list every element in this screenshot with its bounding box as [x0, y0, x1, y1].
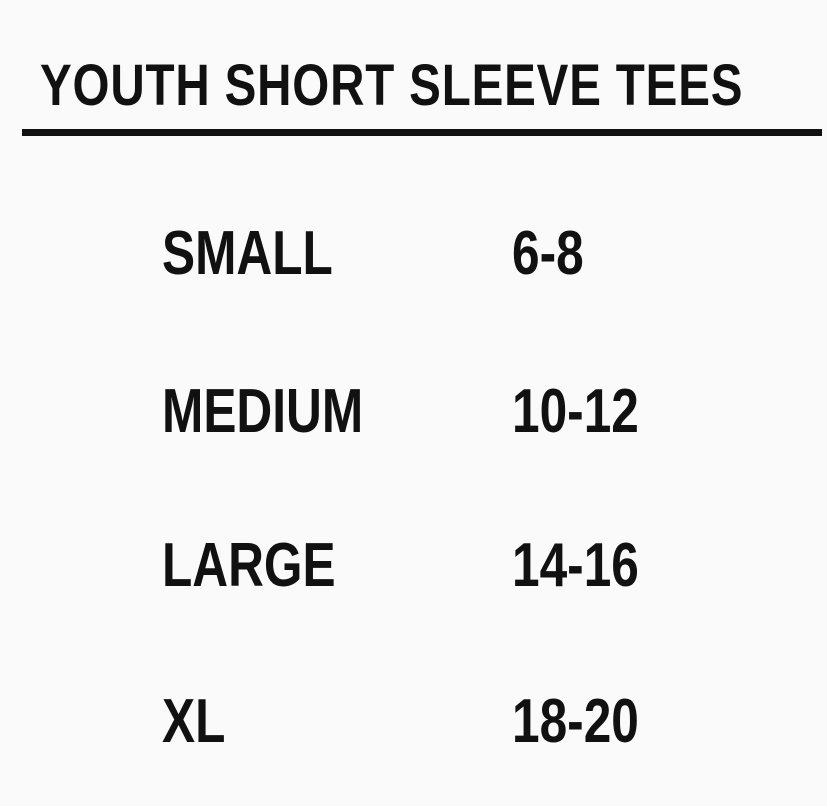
size-range: 18-20: [512, 687, 639, 756]
size-row: XL 18-20: [0, 686, 827, 756]
size-range: 6-8: [512, 219, 584, 288]
size-label: LARGE: [162, 531, 336, 600]
size-row: SMALL 6-8: [0, 218, 827, 288]
size-label: SMALL: [162, 219, 333, 288]
size-range: 10-12: [512, 377, 639, 446]
size-row: MEDIUM 10-12: [0, 376, 827, 446]
size-label: XL: [162, 687, 226, 756]
page-title: YOUTH SHORT SLEEVE TEES: [40, 53, 744, 118]
title-divider: [22, 129, 822, 136]
size-label: MEDIUM: [162, 377, 364, 446]
size-row: LARGE 14-16: [0, 530, 827, 600]
size-range: 14-16: [512, 531, 639, 600]
